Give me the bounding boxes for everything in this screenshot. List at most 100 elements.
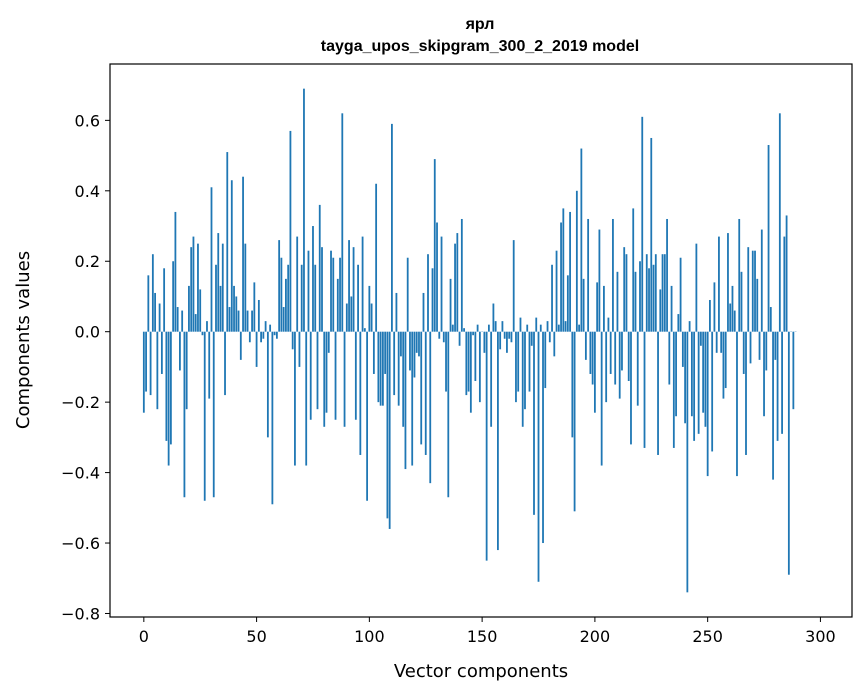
bar-276 [765, 331, 768, 371]
bar-74 [309, 331, 312, 420]
bar-223 [645, 254, 648, 332]
bar-41 [235, 296, 238, 332]
bar-172 [530, 331, 533, 346]
bar-126 [427, 254, 429, 332]
x-tick-label: 0 [139, 627, 149, 646]
bar-48 [251, 310, 253, 332]
bar-3 [149, 331, 152, 396]
bar-110 [391, 123, 393, 332]
bar-77 [316, 331, 319, 410]
bar-233 [668, 331, 671, 385]
bar-156 [494, 321, 497, 332]
bar-263 [736, 331, 738, 477]
bar-226 [652, 264, 655, 332]
bar-260 [729, 303, 732, 332]
bar-153 [487, 324, 490, 332]
bar-19 [185, 331, 188, 410]
y-axis-label: Components values [13, 251, 34, 429]
bar-76 [314, 264, 317, 332]
bar-18 [183, 331, 186, 498]
bar-42 [237, 310, 240, 332]
y-tick-label: −0.8 [61, 604, 100, 623]
bar-79 [321, 247, 323, 332]
bar-166 [517, 331, 520, 392]
bar-58 [273, 331, 276, 336]
bar-52 [260, 331, 262, 343]
x-tick-label: 100 [354, 627, 385, 646]
bar-66 [291, 331, 294, 350]
bar-169 [524, 331, 526, 410]
bar-139 [456, 233, 459, 332]
bar-128 [431, 268, 434, 332]
bar-67 [294, 331, 296, 466]
y-tick-label: −0.2 [61, 393, 100, 412]
y-tick-label: 0.4 [75, 182, 100, 201]
bar-14 [174, 211, 177, 332]
bars-group [142, 88, 797, 593]
bar-195 [582, 278, 585, 332]
bar-59 [275, 331, 278, 339]
x-axis-label: Vector components [394, 661, 568, 682]
bar-200 [593, 331, 596, 413]
bar-13 [172, 261, 175, 332]
bar-26 [201, 331, 204, 336]
bar-57 [271, 331, 274, 505]
bar-22 [192, 236, 195, 332]
bar-75 [312, 226, 314, 332]
bar-175 [537, 331, 540, 582]
bar-104 [377, 331, 380, 403]
bar-207 [609, 331, 612, 374]
bar-191 [573, 331, 576, 512]
bar-254 [715, 331, 718, 353]
bar-28 [206, 321, 208, 332]
bar-30 [210, 187, 213, 332]
bar-38 [228, 307, 231, 332]
bar-33 [217, 233, 220, 332]
bar-271 [754, 250, 756, 332]
bar-80 [323, 331, 326, 427]
bar-255 [718, 236, 720, 332]
bar-17 [181, 310, 184, 332]
x-tick-label: 150 [467, 627, 498, 646]
bar-54 [264, 321, 267, 332]
bar-155 [492, 303, 495, 332]
bar-56 [269, 324, 272, 332]
bar-216 [630, 331, 632, 445]
bar-100 [368, 285, 371, 332]
bar-183 [555, 250, 558, 332]
bar-21 [190, 247, 193, 332]
bar-182 [553, 331, 556, 357]
bar-60 [278, 240, 281, 332]
y-tick-label: −0.4 [61, 464, 100, 483]
bar-170 [526, 324, 529, 332]
bar-120 [413, 331, 416, 378]
bar-147 [474, 331, 477, 381]
bar-256 [720, 331, 723, 353]
bar-210 [616, 271, 619, 332]
bar-65 [289, 130, 292, 332]
bar-238 [679, 257, 682, 332]
bar-6 [156, 331, 159, 410]
bar-39 [230, 180, 233, 332]
bar-168 [521, 331, 524, 427]
bar-98 [363, 328, 366, 332]
bar-185 [560, 222, 562, 332]
bar-94 [354, 331, 357, 420]
bar-167 [519, 317, 522, 332]
x-tick-label: 50 [246, 627, 266, 646]
bar-277 [767, 145, 770, 332]
bar-81 [325, 331, 328, 413]
chart-subtitle: tayga_upos_skipgram_300_2_2019 model [321, 38, 639, 55]
bar-102 [372, 331, 375, 374]
bar-236 [675, 331, 677, 417]
bar-2 [147, 275, 150, 332]
bar-268 [747, 247, 750, 332]
x-tick-label: 300 [805, 627, 836, 646]
bar-113 [397, 331, 400, 406]
bar-196 [584, 331, 587, 360]
bar-285 [785, 215, 788, 332]
bar-231 [663, 254, 666, 332]
bar-61 [280, 257, 283, 332]
y-tick-label: 0.0 [75, 323, 100, 342]
